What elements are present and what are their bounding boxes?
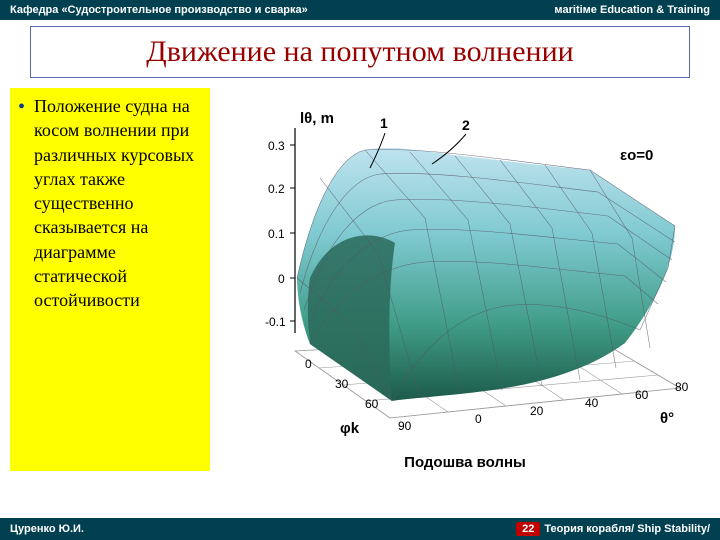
svg-text:80: 80 bbox=[675, 380, 689, 394]
ztick-0: -0.1 bbox=[265, 315, 286, 329]
header-bar: Кафедра «Судостроительное производство и… bbox=[0, 0, 720, 20]
page-number: 22 bbox=[516, 522, 540, 536]
curve-2-label: 2 bbox=[462, 117, 470, 133]
svg-text:60: 60 bbox=[635, 388, 649, 402]
z-axis-label: lθ, m bbox=[300, 110, 334, 127]
svg-text:60: 60 bbox=[365, 397, 379, 411]
bullet-text: Положение судна на косом волнении при ра… bbox=[18, 94, 202, 313]
chart-column: -0.1 0 0.1 0.2 0.3 lθ, m bbox=[210, 88, 710, 471]
svg-text:0: 0 bbox=[475, 412, 482, 426]
footer-bar: Цуренко Ю.И. 22 Теория корабля/ Ship Sta… bbox=[0, 518, 720, 540]
svg-text:0: 0 bbox=[305, 357, 312, 371]
bullet-column: Положение судна на косом волнении при ра… bbox=[10, 88, 210, 471]
curve-1-label: 1 bbox=[380, 115, 388, 131]
svg-text:90: 90 bbox=[398, 419, 412, 433]
ztick-1: 0 bbox=[278, 272, 285, 286]
chart-caption: Подошва волны bbox=[220, 454, 710, 471]
ztick-2: 0.1 bbox=[268, 227, 285, 241]
header-right: мaritiмe Education & Training bbox=[554, 4, 710, 16]
footer-right: 22 Теория корабля/ Ship Stability/ bbox=[516, 522, 710, 536]
slide-title: Движение на попутном волнении bbox=[49, 35, 671, 69]
svg-text:30: 30 bbox=[335, 377, 349, 391]
ztick-4: 0.3 bbox=[268, 139, 285, 153]
svg-text:40: 40 bbox=[585, 396, 599, 410]
footer-course: Теория корабля/ Ship Stability/ bbox=[544, 523, 710, 535]
y-axis-label: θ° bbox=[660, 410, 674, 427]
epsilon-label: εo=0 bbox=[620, 147, 653, 164]
header-left: Кафедра «Судостроительное производство и… bbox=[10, 4, 308, 16]
svg-text:20: 20 bbox=[530, 404, 544, 418]
title-box: Движение на попутном волнении bbox=[30, 26, 690, 78]
content-row: Положение судна на косом волнении при ра… bbox=[0, 88, 720, 471]
ztick-3: 0.2 bbox=[268, 182, 285, 196]
x-axis-label: φk bbox=[340, 420, 360, 437]
footer-left: Цуренко Ю.И. bbox=[10, 523, 84, 535]
surface-chart: -0.1 0 0.1 0.2 0.3 lθ, m bbox=[220, 88, 700, 448]
